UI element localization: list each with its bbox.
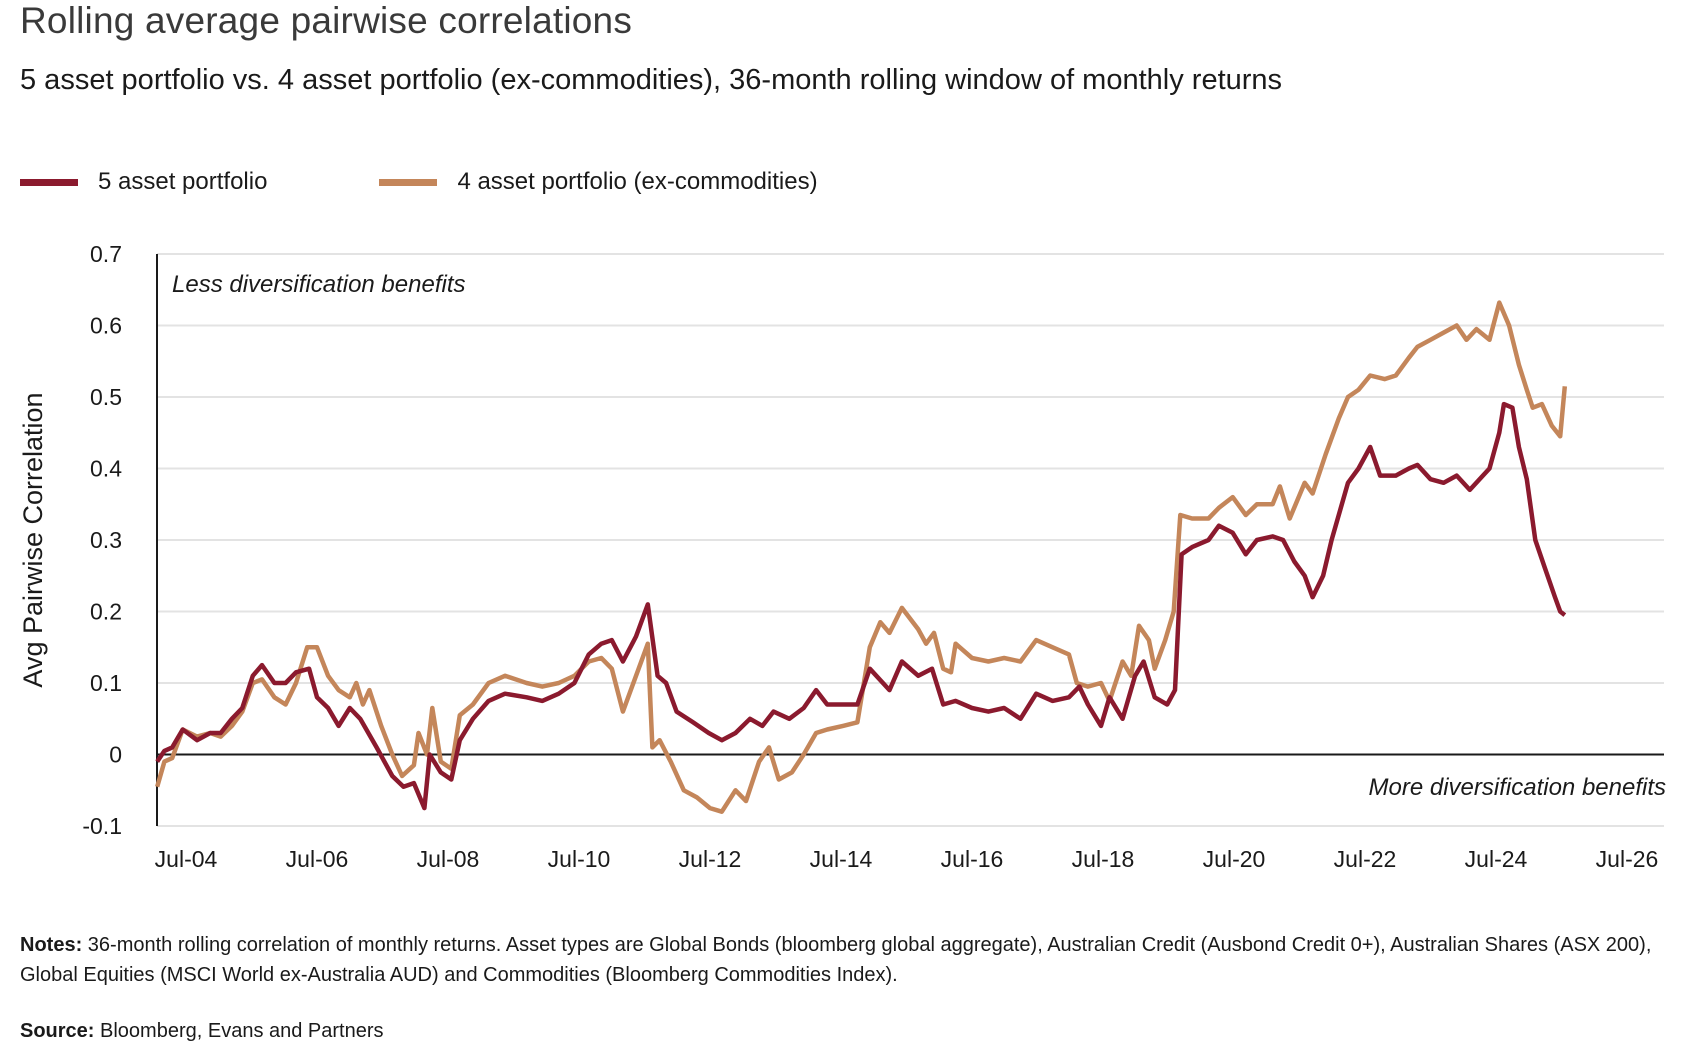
x-tick-label: Jul-04	[155, 846, 218, 872]
y-tick-label: 0	[109, 742, 122, 768]
gridlines	[157, 253, 1664, 827]
x-tick-label: Jul-22	[1334, 846, 1397, 872]
series-line-4-asset	[155, 300, 1568, 814]
y-tick-labels: -0.1 0 0.1 0.2 0.3 0.4 0.5 0.6 0.7	[82, 241, 122, 839]
x-tick-label: Jul-06	[286, 846, 349, 872]
x-tick-label: Jul-08	[417, 846, 480, 872]
x-tick-label: Jul-12	[679, 846, 742, 872]
annotation-more-diversification: More diversification benefits	[1369, 774, 1666, 801]
legend-swatch-5-asset	[20, 178, 78, 186]
y-tick-label: 0.3	[90, 527, 122, 553]
series-line-5-asset	[155, 401, 1567, 811]
series-lines	[155, 300, 1568, 814]
x-tick-label: Jul-20	[1203, 846, 1266, 872]
x-tick-label: Jul-14	[810, 846, 873, 872]
notes-text: 36-month rolling correlation of monthly …	[20, 934, 1652, 986]
chart-title: Rolling average pairwise correlations	[20, 0, 633, 41]
chart-subtitle: 5 asset portfolio vs. 4 asset portfolio …	[20, 64, 1283, 96]
annotation-less-diversification: Less diversification benefits	[172, 271, 465, 298]
legend-label-5-asset: 5 asset portfolio	[98, 168, 268, 195]
chart-svg: -0.100.10.20.30.40.50.60.7 Jul-04 Jul-06 J…	[18, 241, 1666, 872]
y-tick-label: 0.1	[90, 670, 122, 696]
legend-item-4-asset: 4 asset portfolio (ex-commodities)	[379, 168, 818, 196]
y-tick-label: 0.7	[90, 241, 122, 267]
y-tick-label: 0.5	[90, 384, 122, 410]
y-tick-label: 0.6	[90, 313, 122, 339]
x-tick-labels: Jul-04 Jul-06 Jul-08 Jul-10 Jul-12 Jul-14 Jul-…	[155, 846, 1659, 872]
x-tick-label: Jul-16	[941, 846, 1004, 872]
y-tick-label: 0.4	[90, 456, 122, 482]
y-tick-label: 0.2	[90, 599, 122, 625]
x-tick-label: Jul-26	[1596, 846, 1659, 872]
notes-label: Notes:	[20, 934, 83, 956]
x-tick-label: Jul-18	[1072, 846, 1135, 872]
x-tick-label: Jul-24	[1465, 846, 1528, 872]
source: Source: Bloomberg, Evans and Partners	[20, 1020, 384, 1043]
y-tick-label: -0.1	[82, 813, 122, 839]
legend-item-5-asset: 5 asset portfolio	[20, 168, 267, 196]
notes: Notes: 36-month rolling correlation of m…	[20, 930, 1680, 990]
source-text: Bloomberg, Evans and Partners	[94, 1020, 384, 1042]
source-label: Source:	[20, 1020, 95, 1042]
legend: 5 asset portfolio 4 asset portfolio (ex-…	[20, 168, 930, 196]
y-axis-label: Avg Pairwise Correlation	[18, 392, 48, 687]
x-tick-label: Jul-10	[548, 846, 611, 872]
legend-label-4-asset: 4 asset portfolio (ex-commodities)	[457, 168, 818, 195]
legend-swatch-4-asset	[379, 178, 438, 186]
